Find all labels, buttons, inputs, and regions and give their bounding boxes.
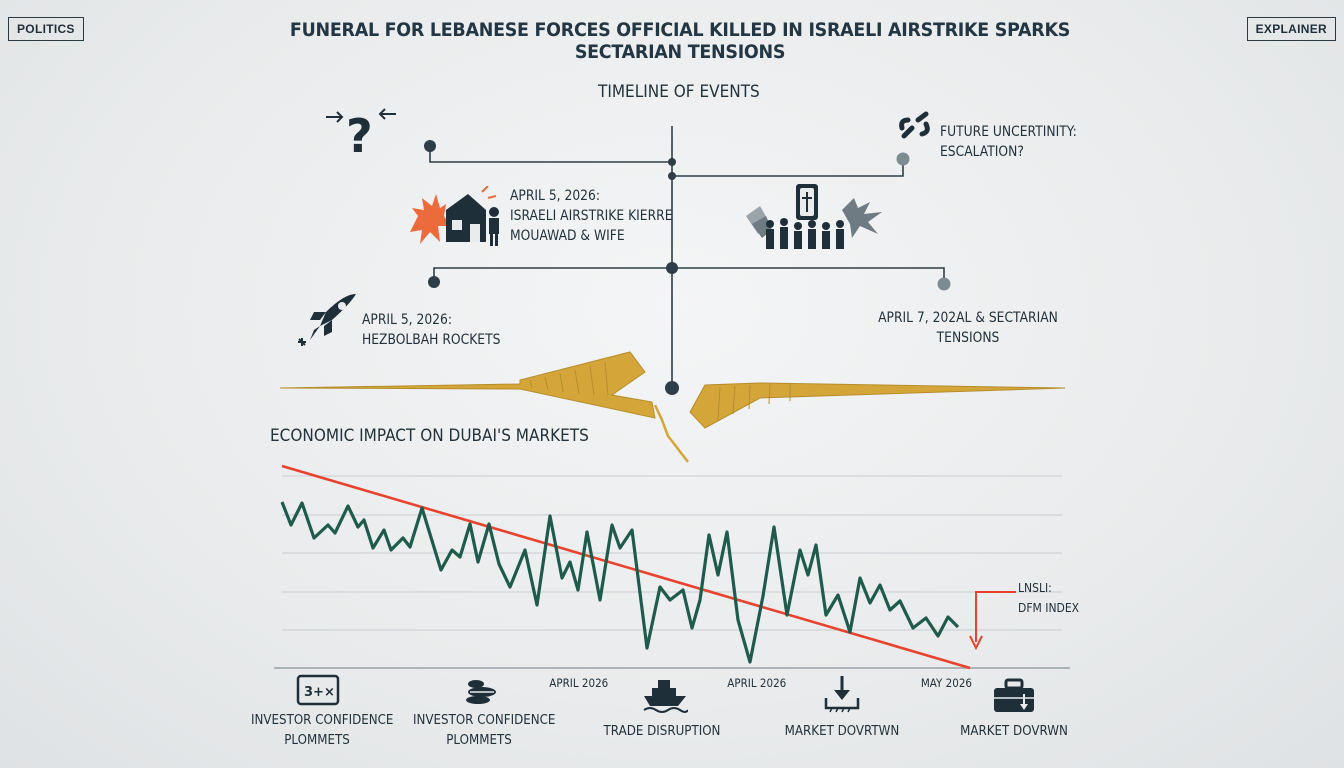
node-spine-end (665, 381, 679, 395)
event-future-line2: ESCALATION? (940, 144, 1024, 160)
impact-trade: TRADE DISRUPTION (596, 721, 728, 741)
event-airstrike-line1: APRIL 5, 2026: (510, 188, 601, 204)
impact-trade-line1: TRADE DISRUPTION (603, 723, 721, 739)
branch-lower (433, 267, 945, 284)
explosion-house-icon (410, 186, 499, 246)
dfm-index-line (280, 501, 960, 664)
event-tensions-line2: TENSIONS (936, 330, 1000, 346)
index-pointer-arrowhead (969, 635, 983, 651)
x-label-2: APRIL 2026 (727, 676, 787, 690)
impact-market-1: MARKET DOVRTWN (776, 721, 908, 741)
crack-fissure (653, 404, 689, 463)
impact-market-2: MARKET DOVRWN (948, 721, 1080, 741)
question-arrows-icon: ? (326, 108, 396, 156)
coins-icon (466, 680, 496, 704)
impact-market-2-line1: MARKET DOVRWN (960, 723, 1068, 739)
event-future-line1: FUTURE UNCERTINITY: (940, 124, 1077, 140)
svg-text:?: ? (346, 109, 373, 156)
impact-investor-1: INVESTOR CONFIDENCE PLOMMETS (251, 710, 394, 750)
node-rockets (428, 276, 440, 288)
timeline-nodes (424, 140, 951, 395)
trend-line (281, 464, 971, 670)
impact-investor-1-line1: INVESTOR CONFIDENCE (251, 712, 394, 728)
event-future: FUTURE UNCERTINITY: ESCALATION? (940, 122, 1077, 162)
impact-investor-2-line2: PLOMMETS (446, 732, 512, 748)
type-tag[interactable]: EXPLAINER (1246, 17, 1336, 41)
impact-market-1-line1: MARKET DOVRTWN (784, 723, 900, 739)
node-question (424, 140, 436, 152)
impact-investor-2: INVESTOR CONFIDENCE PLOMMETS (413, 710, 556, 750)
calculator-icon: 3+× (296, 674, 340, 706)
event-airstrike: APRIL 5, 2026: ISRAELI AIRSTRIKE KIERRE … (510, 186, 672, 246)
economy-title: ECONOMIC IMPACT ON DUBAI'S MARKETS (270, 426, 589, 446)
index-label: LNSLI: DFM INDEX (1018, 578, 1079, 618)
crack-right-slab (689, 382, 1066, 429)
node-spine-1 (668, 158, 676, 166)
ship-icon (643, 680, 688, 713)
index-label-line2: DFM INDEX (1018, 601, 1080, 615)
impact-investor-2-line1: INVESTOR CONFIDENCE (413, 712, 556, 728)
index-pointer (975, 591, 1016, 642)
event-tensions-line1: APRIL 7, 202AL & SECTARIAN (878, 310, 1058, 326)
node-future (896, 152, 910, 166)
event-rockets-line1: APRIL 5, 2026: (362, 312, 453, 328)
x-label-3: MAY 2026 (920, 676, 973, 690)
category-tag[interactable]: POLITICS (8, 17, 84, 41)
headline: FUNERAL FOR LEBANESE FORCES OFFICIAL KIL… (289, 19, 1071, 63)
event-airstrike-line3: MOUAWAD & WIFE (510, 228, 625, 244)
coffin-crowd-icon (746, 184, 882, 249)
x-label-1: APRIL 2026 (549, 676, 609, 690)
node-spine-3 (666, 262, 678, 274)
node-tensions (937, 277, 951, 291)
svg-text:3+×: 3+× (304, 685, 335, 700)
down-arrow-icon (824, 676, 860, 713)
index-label-line1: LNSLI: (1018, 581, 1052, 595)
impact-investor-1-line2: PLOMMETS (284, 732, 350, 748)
crack-left-slab (279, 351, 656, 419)
event-tensions: APRIL 7, 202AL & SECTARIAN TENSIONS (862, 308, 1073, 348)
briefcase-icon (994, 678, 1034, 712)
timeline-title: TIMELINE OF EVENTS (598, 82, 760, 102)
rocket-icon (298, 294, 356, 346)
node-spine-2 (668, 172, 676, 180)
chart-gridlines (282, 475, 1062, 631)
event-airstrike-line2: ISRAELI AIRSTRIKE KIERRE (510, 208, 673, 224)
broken-link-icon (899, 111, 930, 139)
event-rockets: APRIL 5, 2026: HEZBOLBAH ROCKETS (362, 310, 500, 350)
event-rockets-line2: HEZBOLBAH ROCKETS (362, 332, 501, 348)
crack-graphic (279, 351, 1066, 463)
